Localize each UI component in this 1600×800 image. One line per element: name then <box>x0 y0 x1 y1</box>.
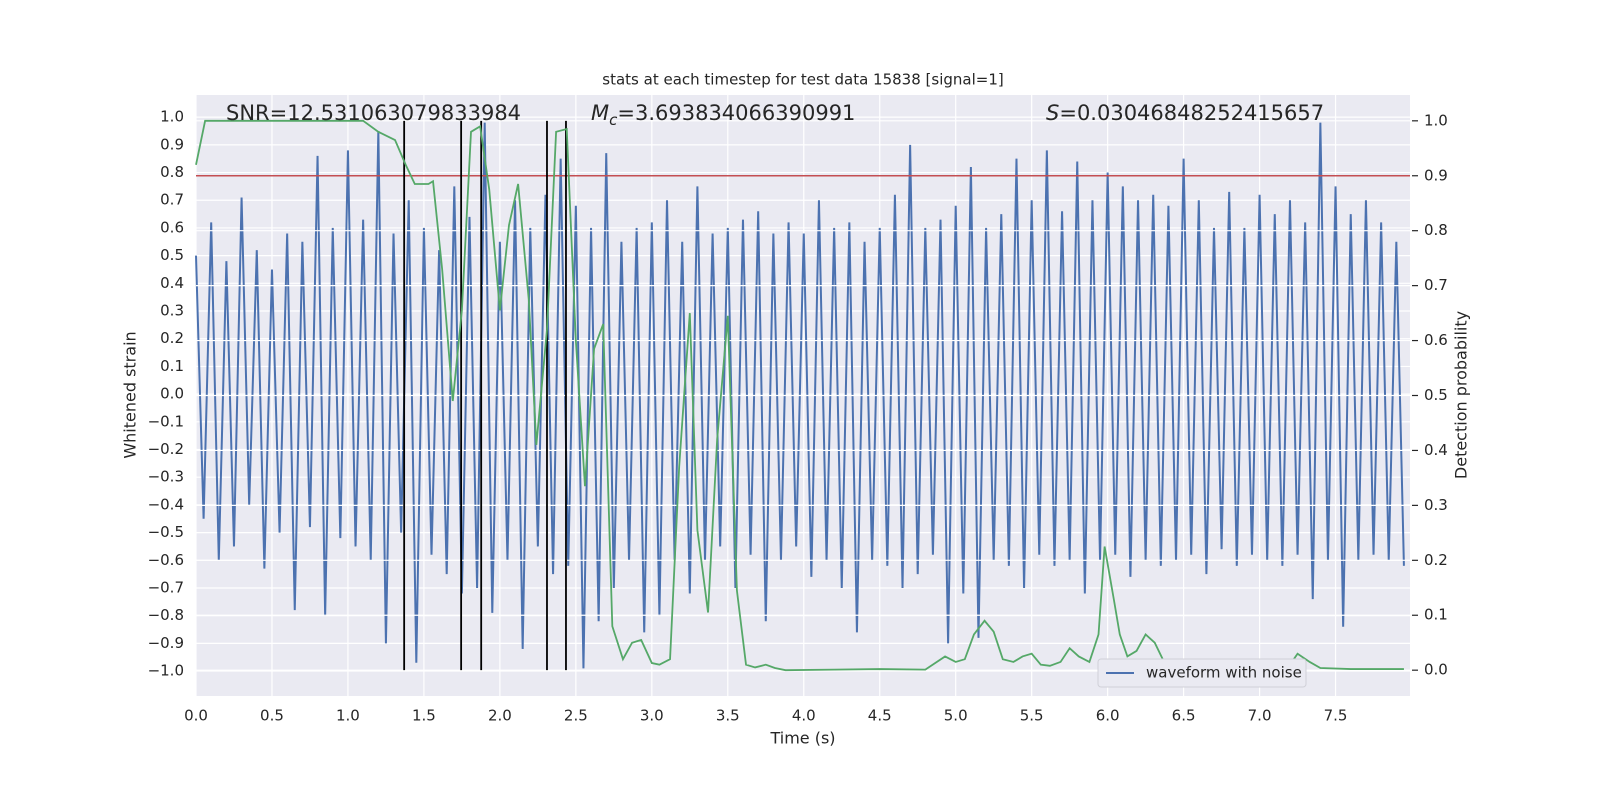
y-tick-label: 0.4 <box>160 274 184 292</box>
y-tick-label: −0.6 <box>148 551 184 569</box>
annotation: Mc=3.693834066390991 <box>591 101 855 129</box>
x-tick-label: 5.0 <box>944 707 968 725</box>
x-tick-label: 7.0 <box>1248 707 1272 725</box>
annotation-text: =0.03046848252415657 <box>1059 101 1324 125</box>
annotation-subscript: c <box>609 111 618 129</box>
x-tick-label: 1.0 <box>336 707 360 725</box>
x-tick-label: 6.0 <box>1096 707 1120 725</box>
y2-tick-label: 0.2 <box>1424 551 1448 569</box>
x-tick-label: 3.0 <box>640 707 664 725</box>
annotation: SNR=12.531063079833984 <box>226 101 521 125</box>
x-tick-label: 0.5 <box>260 707 284 725</box>
y-tick-label: −0.7 <box>148 578 184 596</box>
x-tick-label: 4.0 <box>792 707 816 725</box>
legend-label: waveform with noise <box>1146 664 1302 682</box>
x-tick-label: 3.5 <box>716 707 740 725</box>
y-tick-label: −0.1 <box>148 412 184 430</box>
y2-tick-label: 0.4 <box>1424 441 1448 459</box>
annotation: S=0.03046848252415657 <box>1046 101 1324 125</box>
y-tick-label: 0.2 <box>160 329 184 347</box>
annotation-text: =3.693834066390991 <box>617 101 855 125</box>
y2-tick-label: 0.7 <box>1424 276 1448 294</box>
y-tick-label: −0.8 <box>148 606 184 624</box>
x-tick-label: 5.5 <box>1020 707 1044 725</box>
y2-tick-label: 0.6 <box>1424 331 1448 349</box>
y2-tick-label: 1.0 <box>1424 111 1448 129</box>
x-tick-label: 2.5 <box>564 707 588 725</box>
y2-tick-label: 0.5 <box>1424 386 1448 404</box>
chart-title: stats at each timestep for test data 158… <box>602 71 1003 89</box>
y-tick-label: −1.0 <box>148 662 184 680</box>
y-tick-label: 1.0 <box>160 108 184 126</box>
y-tick-label: 0.3 <box>160 302 184 320</box>
x-tick-label: 0.0 <box>184 707 208 725</box>
x-axis-label: Time (s) <box>769 729 835 748</box>
legend-box <box>1097 658 1307 688</box>
y-tick-label: 0.9 <box>160 135 184 153</box>
y-tick-label: 0.5 <box>160 246 184 264</box>
y-tick-label: 0.8 <box>160 163 184 181</box>
y-tick-label: 0.6 <box>160 218 184 236</box>
y2-tick-label: 0.1 <box>1424 606 1448 624</box>
annotation-symbol: S <box>1046 101 1059 125</box>
annotation-symbol: M <box>591 101 609 125</box>
x-tick-label: 2.0 <box>488 707 512 725</box>
y-tick-label: 0.1 <box>160 357 184 375</box>
y-tick-label: −0.9 <box>148 634 184 652</box>
y-tick-label: −0.4 <box>148 495 184 513</box>
x-tick-label: 4.5 <box>868 707 892 725</box>
y2-tick-label: 0.9 <box>1424 166 1448 184</box>
series-line <box>195 119 1404 672</box>
annotation-text: SNR=12.531063079833984 <box>226 101 521 125</box>
y2-tick-label: 0.8 <box>1424 221 1448 239</box>
x-tick-label: 7.5 <box>1324 707 1348 725</box>
x-tick-label: 1.5 <box>412 707 436 725</box>
y-tick-label: 0.7 <box>160 191 184 209</box>
y-tick-label: 0.0 <box>160 385 184 403</box>
y2-tick-label: 0.3 <box>1424 496 1448 514</box>
y2-axis-label: Detection probability <box>1452 311 1471 479</box>
y2-tick-label: 0.0 <box>1424 661 1448 679</box>
x-tick-label: 6.5 <box>1172 707 1196 725</box>
series-line <box>195 122 1405 669</box>
y-axis-label: Whitened strain <box>121 331 140 458</box>
y-tick-label: −0.5 <box>148 523 184 541</box>
y-tick-label: −0.3 <box>148 468 184 486</box>
y-tick-label: −0.2 <box>148 440 184 458</box>
